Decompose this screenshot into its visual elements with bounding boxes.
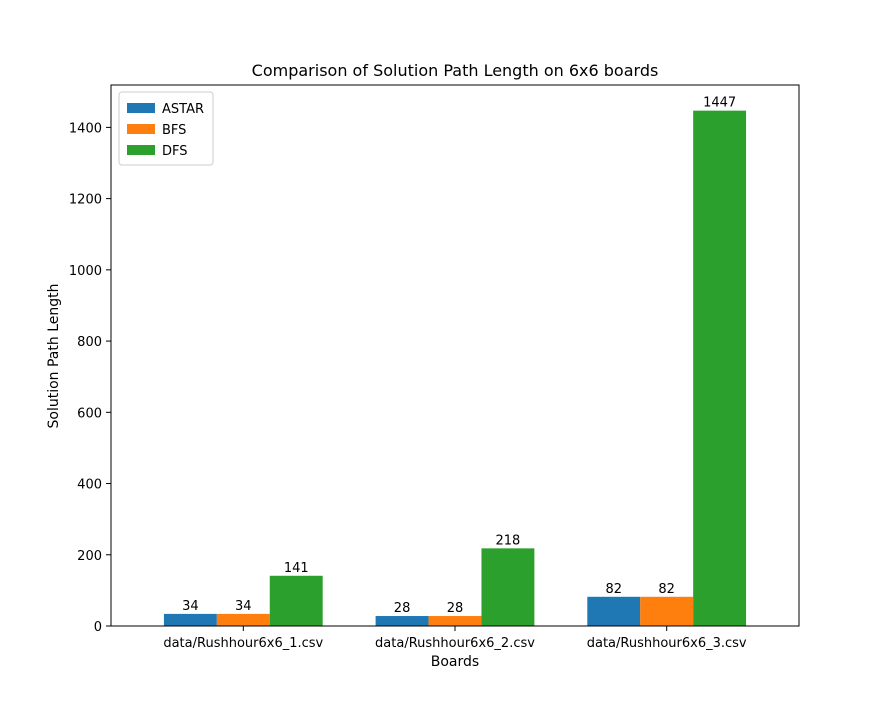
legend-label-bfs: BFS [162, 123, 186, 138]
legend-swatch-astar [127, 103, 155, 113]
data-label-astar-2: 28 [394, 601, 411, 616]
data-label-bfs-3: 82 [658, 582, 675, 597]
y-tick-label: 1200 [69, 193, 102, 208]
data-label-bfs-2: 28 [447, 601, 464, 616]
y-tick-label: 200 [77, 549, 102, 564]
bar-dfs-1 [269, 575, 323, 626]
legend-swatch-bfs [127, 124, 155, 134]
bar-astar-3 [587, 596, 641, 626]
y-tick-label: 1000 [69, 264, 102, 279]
legend-label-dfs: DFS [162, 144, 188, 159]
bar-astar-2 [375, 616, 429, 626]
legend-swatch-dfs [127, 145, 155, 155]
chart-title: Comparison of Solution Path Length on 6x… [252, 61, 659, 80]
data-label-astar-1: 34 [182, 599, 199, 614]
legend-label-astar: ASTAR [162, 102, 204, 117]
bar-dfs-3 [693, 110, 747, 626]
data-label-dfs-1: 141 [284, 561, 309, 576]
bar-astar-1 [163, 613, 217, 626]
y-tick-label: 400 [77, 478, 102, 493]
bars-layer [163, 110, 747, 626]
plot-frame [110, 84, 800, 627]
bar-bfs-1 [216, 613, 270, 626]
y-tick-label: 1400 [69, 121, 102, 136]
data-labels-layer: 34 34 141 28 28 218 82 82 1447 [182, 96, 736, 616]
x-tick-label: data/Rushhour6x6_2.csv [375, 636, 535, 651]
bar-bfs-2 [428, 616, 482, 626]
data-label-dfs-3: 1447 [703, 96, 736, 111]
bar-bfs-3 [640, 596, 694, 626]
y-tick-label: 0 [94, 620, 102, 635]
x-tick-label: data/Rushhour6x6_1.csv [163, 636, 323, 651]
bar-dfs-2 [481, 548, 535, 626]
x-axis-label: Boards [431, 654, 479, 670]
x-tick-label: data/Rushhour6x6_3.csv [587, 636, 747, 651]
axes-layer: data/Rushhour6x6_1.csv data/Rushhour6x6_2… [69, 84, 800, 651]
data-label-bfs-1: 34 [235, 599, 252, 614]
y-axis-label: Solution Path Length [46, 284, 62, 429]
y-tick-label: 800 [77, 335, 102, 350]
y-tick-label: 600 [77, 406, 102, 421]
legend: ASTAR BFS DFS [118, 91, 214, 166]
data-label-astar-3: 82 [605, 582, 622, 597]
data-label-dfs-2: 218 [496, 533, 521, 548]
